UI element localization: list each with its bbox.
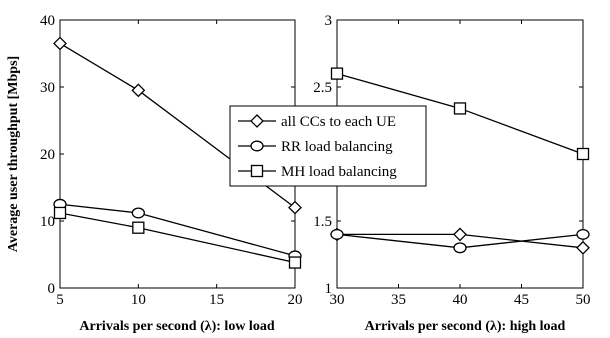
data-point-mh-load-balancing-low-load bbox=[53, 206, 67, 220]
x-tick-label: 15 bbox=[209, 292, 224, 308]
data-point-mh-load-balancing-low-load bbox=[288, 256, 302, 269]
legend-entries: all CCs to each UE RR load balancing MH lo… bbox=[238, 114, 397, 180]
data-point-rr-load-balancing-high-load bbox=[576, 228, 590, 240]
x-tick-label: 20 bbox=[288, 292, 303, 308]
legend-marker-rr-load-balancing bbox=[250, 140, 264, 152]
y-tick-label: 20 bbox=[40, 147, 55, 163]
legend: all CCs to each UE RR load balancing MH lo… bbox=[229, 105, 427, 187]
legend-label-mh-load-balancing: MH load balancing bbox=[281, 164, 397, 180]
data-point-rr-load-balancing-low-load bbox=[131, 207, 145, 219]
data-point-all-ccs-to-each-ue-high-load bbox=[453, 227, 467, 242]
y-tick-label: 1.5 bbox=[313, 214, 332, 230]
tick-group-low-load: 5 10 15 20 0 10 20 30 40 bbox=[40, 13, 303, 308]
y-tick-label: 0 bbox=[48, 281, 56, 297]
x-tick-label: 50 bbox=[576, 292, 591, 308]
x-tick-label: 10 bbox=[131, 292, 146, 308]
x-axis-label-high-load: Arrivals per second (λ): high load bbox=[365, 319, 566, 334]
legend-label-rr-load-balancing: RR load balancing bbox=[281, 139, 393, 155]
y-tick-label: 2.5 bbox=[313, 80, 332, 96]
x-tick-label: 30 bbox=[330, 292, 345, 308]
data-point-mh-load-balancing-high-load bbox=[330, 67, 344, 80]
y-tick-label: 10 bbox=[40, 214, 55, 230]
x-tick-label: 35 bbox=[391, 292, 406, 308]
y-axis-label: Average user throughput [Mbps] bbox=[6, 56, 21, 252]
x-axis-label-low-load: Arrivals per second (λ): low load bbox=[79, 319, 274, 334]
x-tick-label: 40 bbox=[453, 292, 468, 308]
y-tick-label: 30 bbox=[40, 80, 55, 96]
x-tick-label: 45 bbox=[514, 292, 529, 308]
data-point-all-ccs-to-each-ue-low-load bbox=[131, 83, 146, 98]
data-point-rr-load-balancing-high-load bbox=[453, 242, 467, 254]
series-group-high-load bbox=[330, 67, 590, 255]
data-point-mh-load-balancing-high-load bbox=[453, 102, 467, 115]
y-tick-label: 3 bbox=[325, 13, 333, 29]
data-point-rr-load-balancing-high-load bbox=[330, 228, 344, 240]
data-point-mh-load-balancing-low-load bbox=[132, 221, 145, 234]
data-point-all-ccs-to-each-ue-high-load bbox=[576, 240, 590, 255]
y-tick-label: 1 bbox=[325, 281, 333, 297]
data-point-mh-load-balancing-high-load bbox=[576, 147, 590, 161]
legend-label-all-ccs-to-each-ue: all CCs to each UE bbox=[281, 114, 396, 130]
data-point-all-ccs-to-each-ue-low-load bbox=[288, 200, 302, 215]
legend-marker-mh-load-balancing bbox=[250, 164, 264, 178]
data-point-all-ccs-to-each-ue-low-load bbox=[53, 36, 67, 51]
y-tick-label: 40 bbox=[40, 13, 55, 29]
x-tick-label: 5 bbox=[56, 292, 64, 308]
series-group-low-load bbox=[53, 36, 302, 269]
legend-marker-all-ccs-to-each-ue bbox=[250, 114, 264, 128]
